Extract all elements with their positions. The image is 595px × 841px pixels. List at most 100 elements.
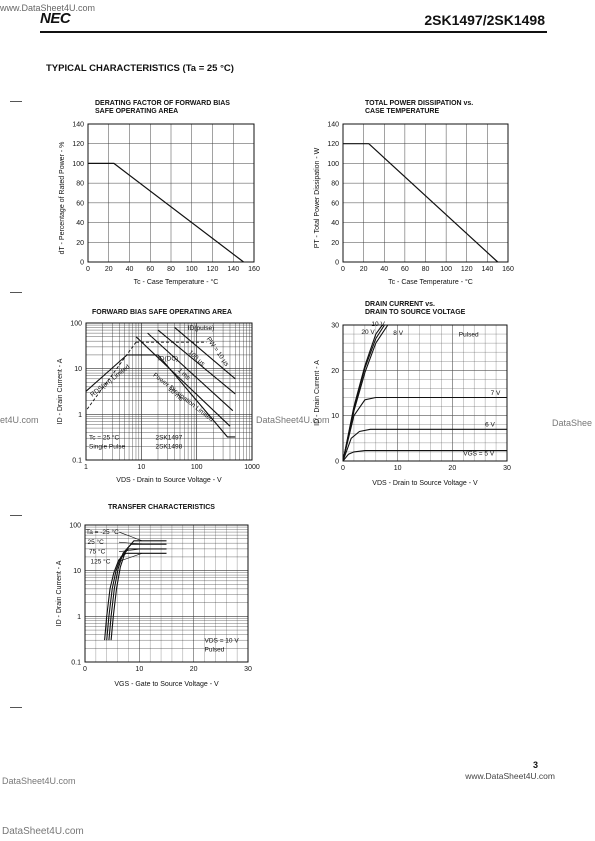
fbsoa-series-pw-10-s [174, 326, 236, 380]
derating-x-tick-label: 60 [146, 266, 154, 273]
output-series-20-v [342, 324, 383, 462]
power-curve [343, 143, 499, 263]
fbsoa-x-tick-label: 10 [137, 464, 145, 471]
watermark-center: DataSheet4U.com [256, 415, 330, 425]
fbsoa-y-tick-label: 100 [70, 321, 82, 328]
derating-x-tick-label: 100 [186, 266, 198, 273]
power-frame [342, 123, 509, 263]
transfer-leader-line [118, 541, 143, 545]
output-x-tick-label: 30 [503, 465, 511, 472]
output-curve-label: 8 V [393, 330, 403, 337]
output-title: DRAIN CURRENT vs. [365, 301, 435, 308]
transfer-y-tick-label: 10 [73, 568, 81, 575]
output-series-7-v [342, 396, 507, 462]
fbsoa-device: 2SK1498 [155, 443, 182, 450]
power-x-tick-label: 0 [341, 266, 345, 273]
power-y-tick-label: 0 [335, 260, 339, 267]
output-x-tick-label: 20 [448, 465, 456, 472]
derating-y-tick-label: 80 [76, 181, 84, 188]
derating-frame [87, 123, 255, 263]
watermark-bottom-2: DataSheet4U.com [2, 826, 84, 837]
power-y-tick-label: 40 [331, 220, 339, 227]
derating-y-tick-label: 0 [80, 260, 84, 267]
fbsoa-y-tick-label: 10 [74, 366, 82, 373]
output-x-axis-label: VDS - Drain to Source Voltage - V [372, 480, 478, 487]
output-series-10-v [342, 324, 385, 462]
fbsoa-pulse-label: ID(pulse) [188, 325, 214, 332]
derating-x-tick-label: 0 [86, 266, 90, 273]
header-rule [40, 31, 547, 33]
fbsoa-rds-line [86, 341, 137, 410]
site-url-top: www.DataSheet4U.com [0, 3, 96, 13]
fbsoa-frame [85, 322, 253, 461]
derating-x-axis-label: Tc - Case Temperature - °C [134, 278, 219, 286]
watermark-bottom-1: DataSheet4U.com [2, 776, 76, 786]
transfer-series-125-c [104, 552, 167, 641]
derating-y-tick-label: 120 [72, 141, 84, 148]
output-y-tick-label: 30 [331, 323, 339, 330]
power-y-tick-label: 100 [327, 161, 339, 168]
fbsoa-device: 2SK1497 [155, 435, 182, 442]
watermark-left: et4U.com [0, 415, 39, 425]
transfer-curve-label: 75 °C [89, 548, 106, 556]
transfer-x-tick-label: 10 [135, 666, 143, 673]
derating-x-tick-label: 80 [167, 266, 175, 273]
fbsoa-condition: Tc = 25 °C [89, 434, 120, 442]
output-frame [342, 324, 508, 462]
fbsoa-y-tick-label: 1 [78, 412, 82, 419]
transfer-x-tick-label: 30 [244, 666, 252, 673]
margin-mark [10, 515, 22, 516]
output-curve-label: 6 V [485, 422, 495, 429]
power-x-tick-label: 20 [360, 266, 368, 273]
output-curve-label: 10 V [371, 321, 385, 328]
transfer-y-tick-label: 100 [69, 523, 81, 530]
transfer-y-tick-label: 1 [77, 614, 81, 621]
derating-curve [88, 162, 244, 263]
transfer-title: TRANSFER CHARACTERISTICS [108, 504, 215, 511]
transfer-y-axis-label: ID - Drain Current - A [56, 560, 63, 626]
power-y-tick-label: 80 [331, 181, 339, 188]
output-y-axis-label: ID - Drain Current - A [314, 360, 321, 426]
derating-x-tick-label: 140 [227, 266, 239, 273]
footer-site-url: www.DataSheet4U.com [465, 771, 555, 781]
transfer-series-25-c [108, 543, 167, 641]
fbsoa-series-100-s [157, 329, 236, 395]
transfer-curve-label: 125 °C [91, 557, 111, 565]
brand-logo: NEC [40, 10, 71, 27]
fbsoa-title: FORWARD BIAS SAFE OPERATING AREA [92, 309, 232, 316]
transfer-x-tick-label: 20 [190, 666, 198, 673]
transfer-curve-label: 25 °C [88, 538, 105, 546]
transfer-series-ta-25-c [110, 540, 167, 641]
derating-title: SAFE OPERATING AREA [95, 108, 178, 115]
transfer-x-axis-label: VGS - Gate to Source Voltage - V [114, 681, 219, 688]
derating-y-tick-label: 140 [72, 122, 84, 129]
fbsoa-x-tick-label: 1 [84, 464, 88, 471]
fbsoa-series-1-ms [147, 332, 234, 412]
derating-x-tick-label: 20 [105, 266, 113, 273]
output-curve-label: VGS = 5 V [463, 451, 495, 458]
output-series-vgs-5-v [342, 450, 507, 462]
output-curve-label: 20 V [361, 329, 375, 336]
output-series-6-v [342, 428, 507, 462]
derating-y-axis-label: dT - Percentage of Rated Power - % [59, 142, 66, 255]
transfer-leader-line [118, 553, 143, 562]
power-x-tick-label: 160 [502, 266, 514, 273]
power-x-tick-label: 80 [422, 266, 430, 273]
power-y-axis-label: PT - Total Power Dissipation - W [314, 147, 321, 248]
output-y-tick-label: 0 [335, 459, 339, 466]
transfer-frame [84, 524, 249, 663]
output-x-tick-label: 10 [394, 465, 402, 472]
part-numbers: 2SK1497/2SK1498 [424, 12, 545, 28]
derating-y-tick-label: 100 [72, 161, 84, 168]
margin-mark [10, 101, 22, 102]
power-x-tick-label: 100 [440, 266, 452, 273]
transfer-curve-label: Ta = -25 °C [86, 528, 119, 536]
output-series-8-v [342, 324, 389, 462]
power-y-tick-label: 140 [327, 122, 339, 129]
output-curve-label: 7 V [491, 390, 501, 397]
page-number: 3 [532, 760, 538, 770]
transfer-condition: VDS = 10 V [205, 637, 240, 644]
power-x-tick-label: 60 [401, 266, 409, 273]
output-title: DRAIN TO SOURCE VOLTAGE [365, 309, 466, 316]
